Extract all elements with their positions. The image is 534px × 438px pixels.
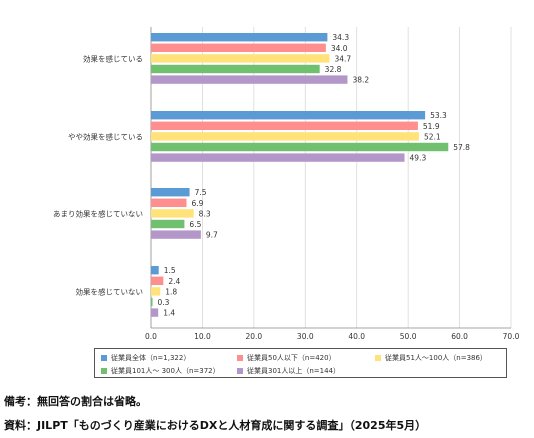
bar (151, 287, 161, 296)
bar (151, 142, 449, 152)
category-label: やや効果を感じている (68, 132, 143, 142)
category-label: 効果を感じていない (76, 287, 144, 297)
legend-label: 従業員301人以上（n=144） (247, 367, 341, 375)
bar (151, 43, 326, 52)
legend-swatch (101, 355, 107, 361)
data-label: 1.4 (163, 309, 175, 318)
category-label: あまり効果を感じていない (53, 209, 143, 219)
source-note: 資料：JILPT「ものづくり産業におけるDXと人材育成に関する調査」（2025年… (4, 419, 427, 432)
x-tick-label: 20.0 (246, 332, 263, 341)
bar (151, 33, 328, 42)
legend-swatch (101, 368, 107, 374)
bar (151, 132, 419, 141)
legend-label: 従業員101人～ 300人（n=372） (111, 367, 220, 375)
legend-label: 従業員全体（n=1,322） (111, 354, 191, 362)
data-label: 52.1 (424, 132, 441, 141)
bar (151, 266, 159, 275)
data-label: 2.4 (168, 277, 180, 286)
bar (151, 121, 418, 130)
bar (151, 64, 320, 74)
category-label: 効果を感じている (83, 54, 143, 64)
legend-swatch (237, 355, 243, 361)
data-label: 0.3 (158, 298, 170, 307)
chart-legend: 従業員全体（n=1,322） 従業員50人以下（n=420） 従業員51人～10… (94, 348, 507, 378)
x-tick-label: 10.0 (194, 332, 211, 341)
legend-swatch (237, 368, 243, 374)
data-label: 1.8 (165, 287, 177, 296)
bar (151, 308, 159, 317)
legend-swatch (375, 355, 381, 361)
x-tick-label: 50.0 (400, 332, 417, 341)
data-label: 6.5 (189, 220, 201, 229)
data-label: 51.9 (423, 122, 440, 131)
bar-chart: 0.010.020.030.040.050.060.070.0(%)効果を感じて… (53, 27, 520, 341)
legend-item-all: 従業員全体（n=1,322） (101, 353, 190, 363)
x-tick-label: 0.0 (145, 332, 157, 341)
bar (151, 209, 194, 218)
x-tick-label: 70.0 (503, 332, 520, 341)
bar (151, 188, 190, 197)
legend-item-51-100: 従業員51人～100人（n=386） (375, 353, 487, 363)
data-label: 9.7 (206, 231, 218, 240)
x-tick-label: 30.0 (297, 332, 314, 341)
bar (151, 54, 330, 63)
data-label: 34.3 (332, 33, 349, 42)
data-label: 32.8 (325, 65, 342, 74)
bar (151, 198, 187, 207)
data-label: 7.5 (195, 188, 207, 197)
data-label: 6.9 (191, 199, 203, 208)
data-label: 8.3 (199, 209, 211, 218)
bar (151, 230, 201, 239)
x-tick-label: 40.0 (348, 332, 365, 341)
data-label: 38.2 (352, 76, 369, 85)
data-label: 53.3 (430, 111, 447, 120)
bar (151, 75, 348, 84)
remark-note: 備考：無回答の割合は省略。 (4, 395, 147, 408)
data-label: 49.3 (410, 154, 427, 163)
bar (151, 276, 164, 285)
bar (151, 153, 405, 162)
legend-label: 従業員50人以下（n=420） (247, 354, 336, 362)
data-label: 57.8 (453, 143, 470, 152)
data-label: 1.5 (164, 266, 176, 275)
data-label: 34.7 (334, 54, 351, 63)
bar (151, 111, 426, 120)
bar (151, 297, 153, 307)
legend-item-301-plus: 従業員301人以上（n=144） (237, 366, 340, 376)
bar (151, 219, 185, 229)
legend-label: 従業員51人～100人（n=386） (385, 354, 487, 362)
data-label: 34.0 (331, 44, 348, 53)
legend-item-101-300: 従業員101人～ 300人（n=372） (101, 366, 220, 376)
legend-item-50-or-less: 従業員50人以下（n=420） (237, 353, 336, 363)
x-tick-label: 60.0 (451, 332, 468, 341)
